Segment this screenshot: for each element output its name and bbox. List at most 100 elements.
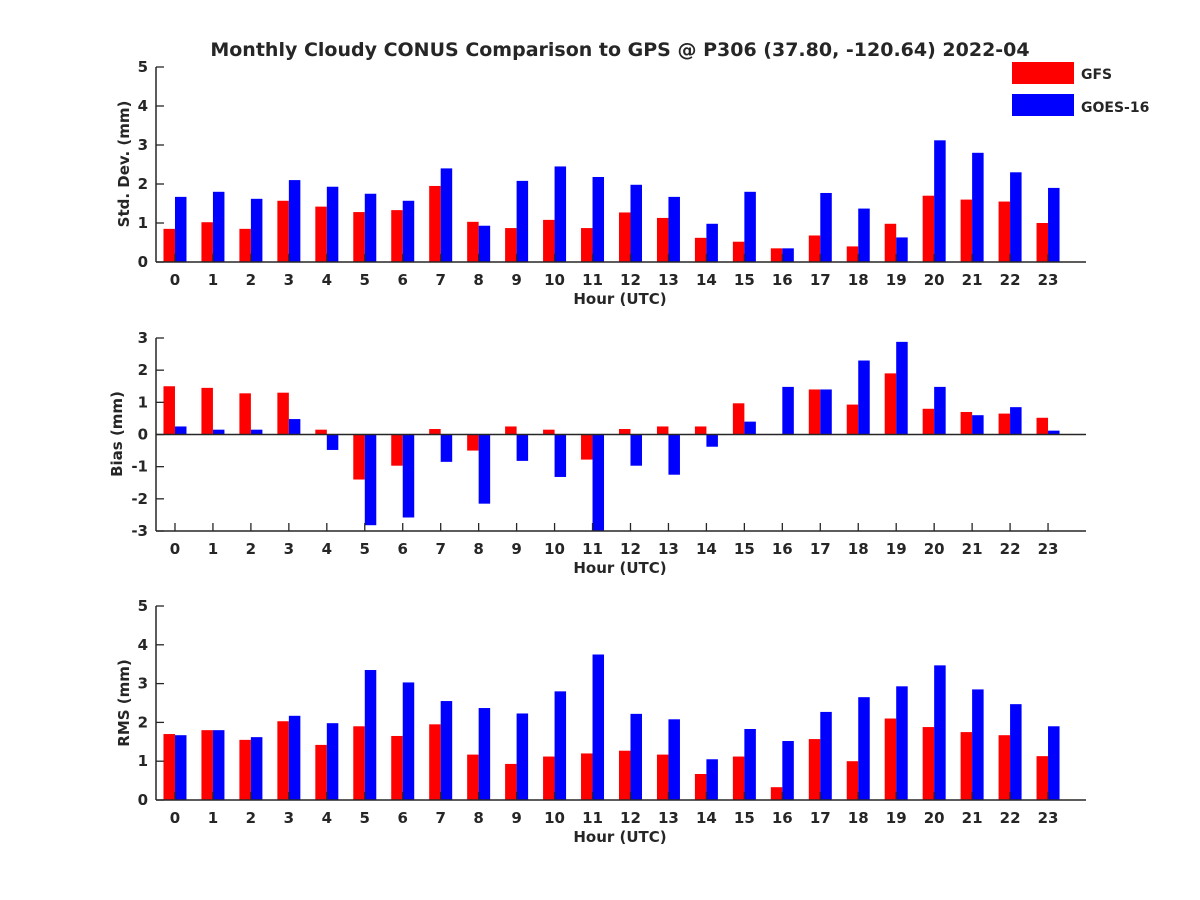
- x-tick-label: 14: [696, 809, 717, 827]
- bar-gfs-7: [429, 724, 441, 800]
- x-tick-label: 23: [1038, 271, 1059, 289]
- bar-gfs-21: [960, 732, 973, 800]
- x-tick-label: 13: [658, 809, 679, 827]
- x-tick-label: 10: [544, 540, 565, 558]
- legend-swatch-goes16: [1012, 94, 1074, 116]
- x-axis-label: Hour (UTC): [573, 828, 666, 846]
- bar-gfs-17: [808, 389, 821, 435]
- bar-gfs-2: [239, 393, 251, 435]
- bar-goes16-8: [478, 225, 491, 262]
- bar-gfs-15: [732, 403, 745, 435]
- x-tick-label: 7: [435, 271, 445, 289]
- x-tick-label: 23: [1038, 540, 1059, 558]
- bar-goes16-5: [364, 670, 377, 800]
- x-tick-label: 22: [1000, 540, 1021, 558]
- x-tick-label: 23: [1038, 809, 1059, 827]
- bar-goes16-16: [782, 386, 794, 435]
- x-tick-label: 12: [620, 540, 641, 558]
- x-axis-label: Hour (UTC): [573, 559, 666, 577]
- y-tick-label: 2: [138, 175, 148, 193]
- y-tick-label: -1: [131, 458, 148, 476]
- bar-goes16-4: [326, 434, 339, 450]
- bar-goes16-8: [478, 708, 491, 800]
- x-tick-label: 18: [848, 271, 869, 289]
- bar-gfs-16: [770, 787, 783, 800]
- x-tick-label: 17: [810, 540, 831, 558]
- bar-goes16-22: [1010, 704, 1022, 800]
- bar-gfs-17: [808, 235, 821, 262]
- x-tick-label: 20: [924, 540, 945, 558]
- x-tick-label: 14: [696, 271, 717, 289]
- bar-gfs-15: [732, 241, 745, 262]
- x-tick-label: 7: [435, 540, 445, 558]
- bar-gfs-11: [581, 434, 593, 460]
- bar-gfs-13: [656, 426, 669, 435]
- y-tick-label: -2: [131, 490, 148, 508]
- bar-goes16-10: [554, 691, 567, 800]
- bar-goes16-15: [744, 191, 756, 262]
- bar-gfs-18: [846, 761, 859, 800]
- bar-goes16-21: [972, 415, 984, 435]
- y-tick-label: 2: [138, 361, 148, 379]
- bar-goes16-16: [782, 248, 794, 262]
- bar-gfs-18: [846, 404, 859, 435]
- bar-gfs-4: [315, 744, 327, 800]
- x-tick-label: 20: [924, 809, 945, 827]
- x-tick-label: 0: [170, 809, 180, 827]
- bar-goes16-5: [364, 434, 377, 526]
- bar-goes16-8: [478, 434, 491, 504]
- x-tick-label: 8: [473, 271, 483, 289]
- x-tick-label: 15: [734, 540, 755, 558]
- y-tick-label: 1: [138, 752, 148, 770]
- bar-goes16-21: [972, 689, 984, 800]
- bar-gfs-4: [315, 206, 327, 262]
- bar-gfs-6: [391, 735, 403, 800]
- x-tick-label: 6: [398, 540, 408, 558]
- bar-gfs-6: [391, 210, 403, 262]
- x-tick-label: 17: [810, 271, 831, 289]
- bar-goes16-0: [174, 735, 187, 800]
- bar-goes16-17: [820, 711, 832, 800]
- y-tick-label: 1: [138, 393, 148, 411]
- bar-gfs-14: [694, 426, 707, 435]
- bar-gfs-18: [846, 246, 859, 262]
- y-tick-label: 3: [138, 136, 148, 154]
- bar-goes16-18: [858, 697, 870, 800]
- bar-goes16-9: [516, 180, 529, 262]
- bar-goes16-18: [858, 360, 870, 435]
- x-tick-label: 16: [772, 540, 793, 558]
- x-tick-label: 10: [544, 809, 565, 827]
- bar-goes16-13: [668, 434, 680, 475]
- bar-gfs-21: [960, 411, 973, 435]
- y-tick-label: 3: [138, 329, 148, 347]
- bar-gfs-15: [732, 756, 745, 800]
- x-tick-label: 20: [924, 271, 945, 289]
- bar-gfs-8: [467, 754, 479, 800]
- bar-goes16-17: [820, 389, 832, 435]
- x-axis-label: Hour (UTC): [573, 290, 666, 308]
- bar-goes16-20: [934, 665, 946, 800]
- bar-gfs-21: [960, 199, 973, 262]
- x-tick-label: 6: [398, 809, 408, 827]
- bar-goes16-2: [250, 429, 263, 435]
- bar-goes16-11: [592, 434, 605, 531]
- bar-goes16-3: [288, 180, 301, 262]
- x-tick-label: 22: [1000, 809, 1021, 827]
- bar-gfs-12: [618, 750, 631, 800]
- y-tick-label: 3: [138, 675, 148, 693]
- bar-gfs-7: [429, 429, 441, 435]
- x-tick-label: 1: [208, 540, 218, 558]
- bar-gfs-8: [467, 434, 479, 451]
- bar-gfs-14: [694, 774, 707, 800]
- bar-goes16-19: [896, 237, 908, 262]
- bar-goes16-21: [972, 152, 984, 262]
- bar-goes16-3: [288, 419, 301, 435]
- bar-goes16-0: [174, 426, 187, 435]
- bar-goes16-3: [288, 715, 301, 800]
- x-tick-label: 6: [398, 271, 408, 289]
- bar-goes16-7: [440, 168, 453, 262]
- bar-goes16-9: [516, 713, 529, 800]
- bar-gfs-22: [998, 201, 1011, 262]
- bar-goes16-2: [250, 198, 263, 262]
